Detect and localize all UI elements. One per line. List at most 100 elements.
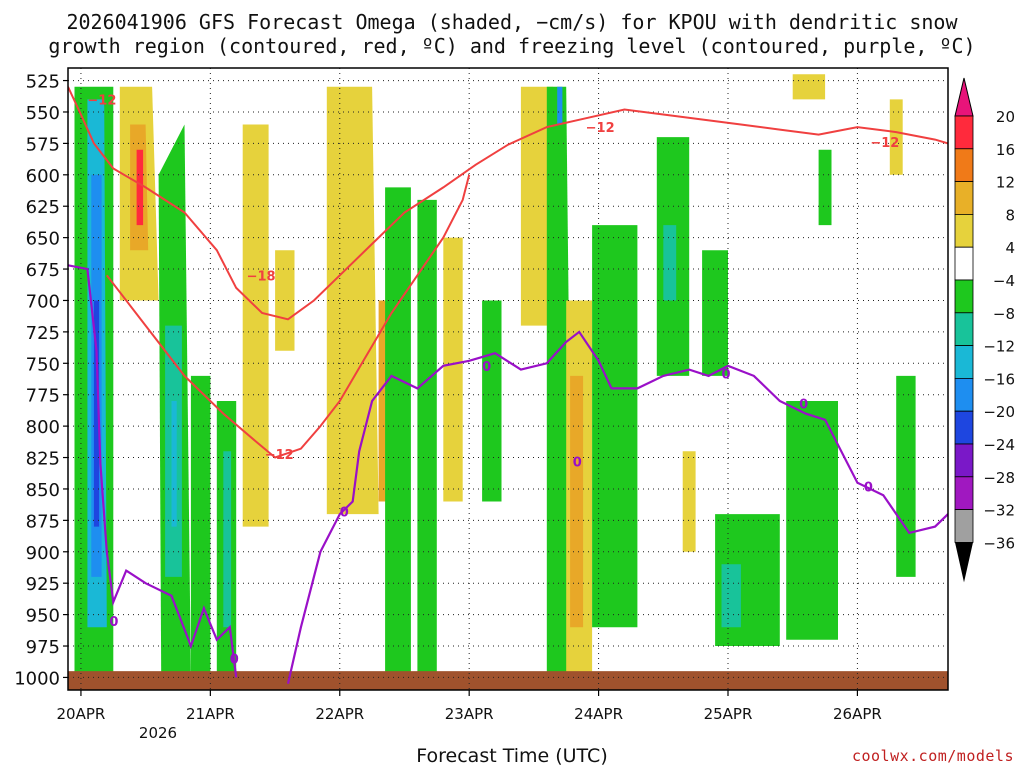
colorbar-cell xyxy=(954,213,974,248)
x-axis-label: Forecast Time (UTC) xyxy=(416,745,608,767)
terrain-band xyxy=(68,671,948,690)
colorbar-cell xyxy=(954,345,974,379)
colorbar-label: 12 xyxy=(996,174,1015,192)
omega-shade-region xyxy=(818,149,832,226)
chart-title-line-2: growth region (contoured, red, ºC) and f… xyxy=(48,34,976,58)
y-tick-label: 1000 xyxy=(14,668,60,689)
y-tick-label: 950 xyxy=(26,606,60,627)
omega-shade-region xyxy=(520,86,554,326)
colorbar-label: −12 xyxy=(983,338,1015,356)
omega-shade-region xyxy=(889,99,903,175)
purple-contour-label: 0 xyxy=(799,398,808,413)
colorbar: 20 16 12 8 4 −4 −8 −12 −16 −20 −24 −28 −32 −36 xyxy=(954,77,1015,583)
x-tick-label: 24APR xyxy=(574,705,623,723)
omega-shade-region xyxy=(570,375,584,628)
y-tick-label: 750 xyxy=(26,354,60,375)
purple-contour-label: 0 xyxy=(722,367,731,382)
colorbar-cell xyxy=(954,279,974,314)
colorbar-label: 20 xyxy=(996,108,1015,126)
y-tick-label: 575 xyxy=(26,134,60,155)
x-year-label: 2026 xyxy=(139,724,177,742)
omega-shade-region xyxy=(482,300,502,502)
purple-contour-label: 0 xyxy=(482,360,491,375)
y-tick-label: 900 xyxy=(26,543,60,564)
y-tick-label: 550 xyxy=(26,103,60,124)
purple-contour-label: 0 xyxy=(864,480,873,495)
purple-contour-label: 0 xyxy=(230,653,239,668)
x-tick-label: 22APR xyxy=(315,705,364,723)
y-tick-label: 600 xyxy=(26,166,60,187)
y-tick-label: 825 xyxy=(26,449,60,470)
x-tick-label: 20APR xyxy=(57,705,106,723)
colorbar-cell xyxy=(954,312,974,346)
red-contour-label: −12 xyxy=(870,136,899,151)
colorbar-cell xyxy=(954,148,974,183)
colorbar-top-arrow xyxy=(954,77,974,117)
colorbar-cell xyxy=(954,181,974,215)
colorbar-bottom-arrow xyxy=(955,542,973,583)
colorbar-cell xyxy=(954,246,974,281)
x-tick-label: 23APR xyxy=(445,705,494,723)
purple-contour-label: 0 xyxy=(109,615,118,630)
y-tick-label: 975 xyxy=(26,637,60,658)
omega-shade-region xyxy=(682,451,696,552)
colorbar-label: −4 xyxy=(993,272,1015,290)
omega-shade-region xyxy=(190,375,211,678)
contour-labels: −12 −12 −12 −18 −12 0 0 0 0 0 0 0 0 xyxy=(87,93,899,667)
freezing-level-contour xyxy=(68,264,238,678)
colorbar-cell xyxy=(954,509,974,543)
omega-shade-region xyxy=(242,124,269,527)
plot-frame xyxy=(67,67,949,691)
colorbar-label: −20 xyxy=(983,403,1015,421)
omega-shade-region xyxy=(702,250,728,376)
omega-shade-region xyxy=(171,401,177,527)
y-tick-label: 850 xyxy=(26,480,60,501)
dgz-contour-line xyxy=(68,86,948,321)
y-tick-label: 800 xyxy=(26,417,60,438)
x-tick-label: 25APR xyxy=(704,705,753,723)
y-tick-label: 700 xyxy=(26,291,60,312)
freezing-level-contour xyxy=(286,330,948,684)
y-tick-label: 725 xyxy=(26,323,60,344)
colorbar-cell xyxy=(954,377,974,412)
omega-shade-region xyxy=(385,187,411,678)
colorbar-label: −8 xyxy=(993,305,1015,323)
y-tick-label: 625 xyxy=(26,197,60,218)
omega-shade-region xyxy=(721,564,741,628)
omega-shade-region xyxy=(326,86,379,515)
x-tick-label: 26APR xyxy=(833,705,882,723)
dgz-contour-line xyxy=(106,174,471,459)
colorbar-label: 16 xyxy=(996,141,1015,159)
red-contour-label: −12 xyxy=(586,121,615,136)
y-tick-label: 775 xyxy=(26,386,60,407)
colorbar-cell xyxy=(954,410,974,445)
omega-shading xyxy=(68,74,948,690)
omega-shade-region xyxy=(896,375,916,577)
omega-shade-region xyxy=(223,451,232,628)
omega-shade-region xyxy=(443,237,463,502)
colorbar-label: −32 xyxy=(983,502,1015,520)
colorbar-label: 8 xyxy=(1005,206,1015,224)
colorbar-label: 4 xyxy=(1005,239,1015,257)
colorbar-cell xyxy=(954,476,974,510)
purple-contour-label: 0 xyxy=(573,455,582,470)
omega-shade-region xyxy=(663,225,677,301)
contours xyxy=(68,86,948,684)
x-tick-label: 21APR xyxy=(186,705,235,723)
colorbar-label: −24 xyxy=(983,436,1015,454)
omega-shade-region xyxy=(786,401,838,640)
purple-contour-label: 0 xyxy=(340,506,349,521)
omega-shade-region xyxy=(136,149,144,226)
x-axis: 20APR 21APR 22APR 23APR 24APR 25APR 26APR xyxy=(57,690,882,723)
red-contour-label: −18 xyxy=(247,269,276,284)
omega-shade-region xyxy=(792,74,826,100)
grid-lines xyxy=(68,68,948,690)
colorbar-label: −36 xyxy=(983,534,1015,552)
y-tick-label: 875 xyxy=(26,511,60,532)
chart-title-line-1: 2026041906 GFS Forecast Omega (shaded, −… xyxy=(66,10,958,34)
omega-shade-region xyxy=(275,250,295,351)
omega-shade-region xyxy=(417,199,437,678)
y-tick-label: 525 xyxy=(26,72,60,93)
colorbar-label: −28 xyxy=(983,469,1015,487)
